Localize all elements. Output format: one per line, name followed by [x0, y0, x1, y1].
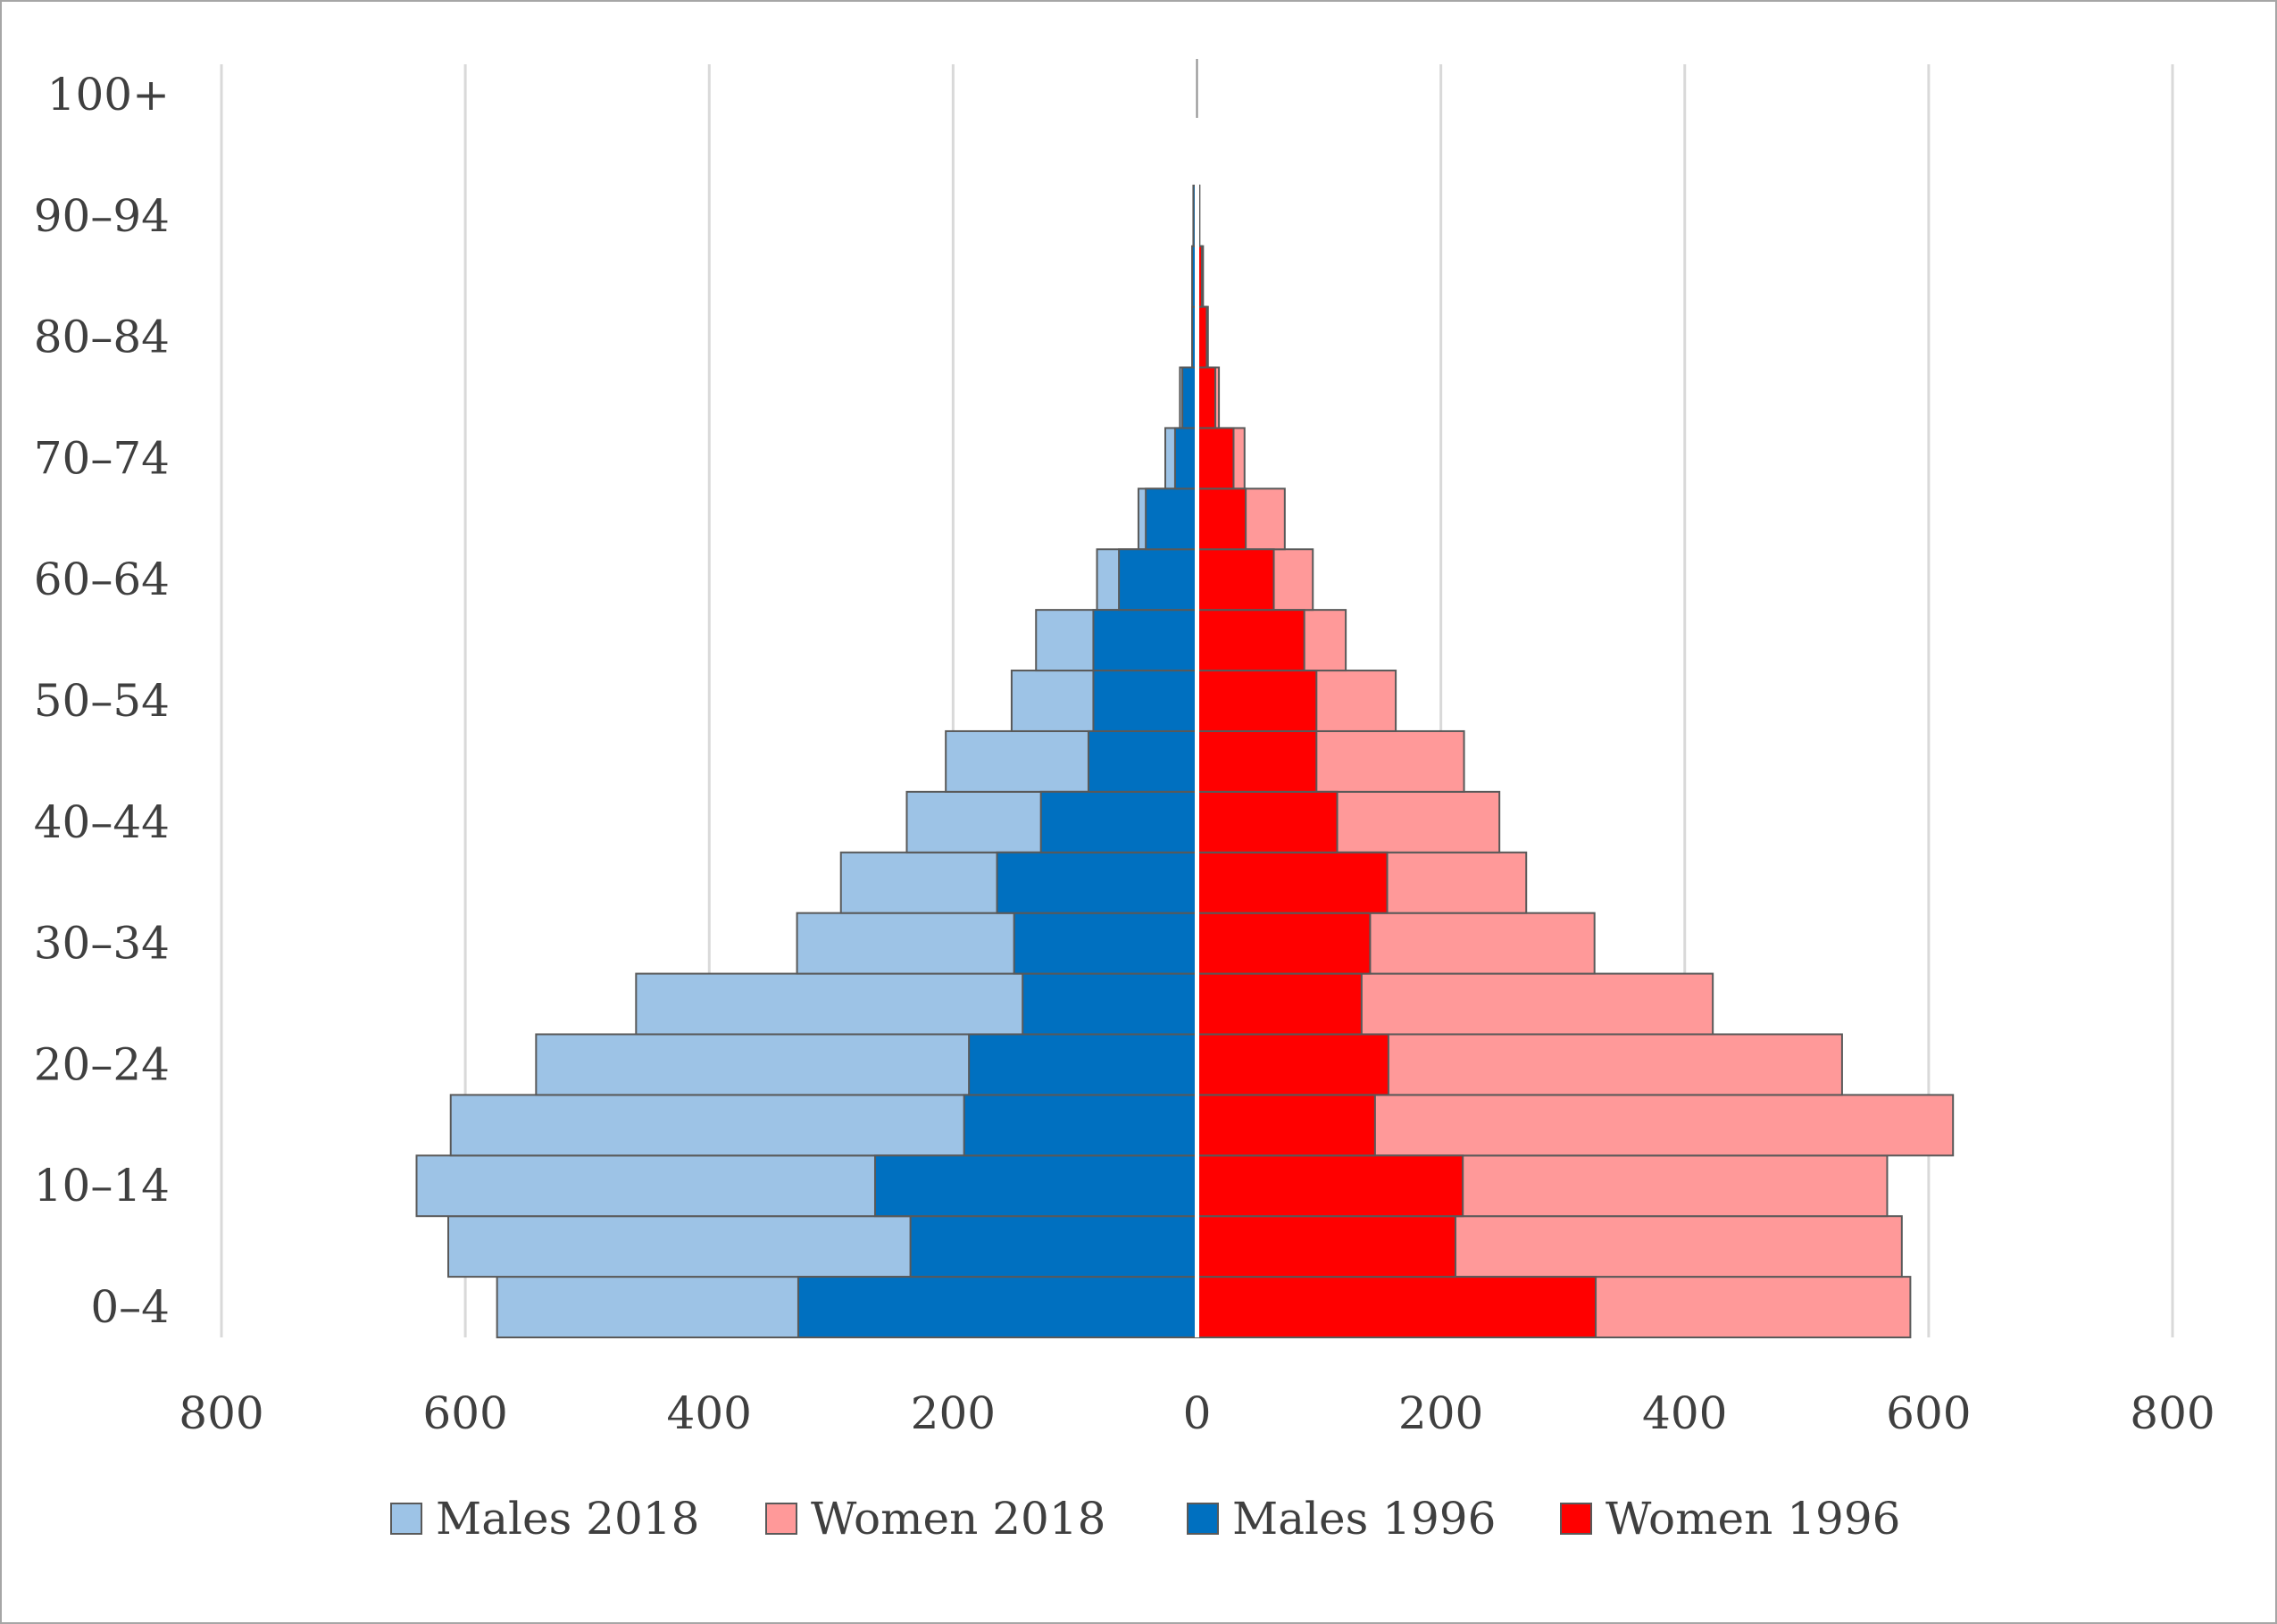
- legend-item-males-1996: Males 1996: [1187, 1493, 1496, 1545]
- bar-males-1996-5-9: [909, 1215, 1198, 1278]
- bar-males-1996-40-44: [1039, 790, 1198, 854]
- bar-males-1996-50-54: [1092, 670, 1198, 732]
- y-axis-tick-labels: 0–4 10–14 20–24 30–34 40–44 50–54 60–64 70–74 80…: [34, 69, 170, 1333]
- legend-label-women-1996: Women 1996: [1606, 1493, 1900, 1545]
- bar-women-1996-40-44: [1196, 790, 1339, 854]
- bar-males-1996-55-59: [1092, 609, 1198, 672]
- bar-women-1996-65-69: [1196, 487, 1247, 551]
- bar-males-1996-45-49: [1087, 729, 1198, 793]
- bar-women-1996-75-79: [1196, 366, 1216, 429]
- x-tick-label-6: 400: [1642, 1387, 1727, 1439]
- y-tick-label-70-74: 70–74: [34, 432, 170, 484]
- bar-males-1996-0-4: [797, 1276, 1198, 1338]
- y-tick-label-10-14: 10–14: [34, 1160, 170, 1212]
- y-tick-label-60-64: 60–64: [34, 554, 170, 605]
- bar-women-1996-10-14: [1196, 1154, 1464, 1218]
- legend-swatch-males-1996: [1187, 1503, 1219, 1535]
- legend-item-women-2018: Women 2018: [765, 1493, 1105, 1545]
- bar-women-1996-25-29: [1196, 972, 1363, 1036]
- legend: Males 2018 Women 2018 Males 1996 Women 1996: [390, 1493, 1900, 1545]
- x-axis-tick-labels: 800 600 400 200 0 200 400 600 800: [179, 1387, 2214, 1439]
- bar-women-1996-0-4: [1196, 1276, 1597, 1338]
- bar-women-1996-20-24: [1196, 1033, 1389, 1096]
- bar-women-1996-30-34: [1196, 912, 1372, 975]
- bar-women-1996-45-49: [1196, 729, 1318, 793]
- legend-swatch-males-2018: [390, 1503, 422, 1535]
- x-tick-label-3: 200: [911, 1387, 996, 1439]
- bar-women-1996-50-54: [1196, 670, 1318, 732]
- y-tick-label-30-34: 30–34: [34, 918, 170, 970]
- bar-women-1996-35-39: [1196, 851, 1389, 914]
- x-tick-label-1: 600: [422, 1387, 507, 1439]
- bar-women-1996-5-9: [1196, 1215, 1457, 1278]
- bar-women-1996-55-59: [1196, 609, 1305, 672]
- y-tick-label-40-44: 40–44: [34, 796, 170, 848]
- x-tick-label-7: 600: [1886, 1387, 1971, 1439]
- y-tick-label-0-4: 0–4: [90, 1281, 170, 1333]
- legend-swatch-women-1996: [1560, 1503, 1592, 1535]
- legend-label-males-2018: Males 2018: [436, 1493, 699, 1545]
- bar-males-1996-15-19: [963, 1094, 1198, 1157]
- bar-males-1996-70-74: [1173, 427, 1198, 490]
- bar-women-1996-70-74: [1196, 427, 1235, 490]
- series-women-1996: [1196, 184, 1597, 1338]
- bar-women-1996-60-64: [1196, 548, 1275, 612]
- y-tick-label-90-94: 90–94: [34, 190, 170, 242]
- x-tick-label-5: 200: [1398, 1387, 1483, 1439]
- x-tick-label-8: 800: [2130, 1387, 2214, 1439]
- legend-label-women-2018: Women 2018: [811, 1493, 1105, 1545]
- x-tick-label-0: 800: [179, 1387, 263, 1439]
- bar-women-1996-15-19: [1196, 1094, 1376, 1157]
- legend-label-males-1996: Males 1996: [1232, 1493, 1496, 1545]
- bar-males-1996-60-64: [1118, 548, 1198, 612]
- y-tick-label-100: 100+: [47, 69, 170, 121]
- y-tick-label-80-84: 80–84: [34, 312, 170, 363]
- bar-males-1996-20-24: [968, 1033, 1198, 1096]
- bar-males-1996-35-39: [996, 851, 1198, 914]
- bar-males-1996-25-29: [1022, 972, 1198, 1036]
- bar-males-1996-10-14: [873, 1154, 1198, 1218]
- bar-males-1996-30-34: [1013, 912, 1198, 975]
- bar-males-1996-65-69: [1145, 487, 1198, 551]
- bars: [415, 123, 1955, 1338]
- legend-item-women-1996: Women 1996: [1560, 1493, 1900, 1545]
- x-tick-label-2: 400: [667, 1387, 752, 1439]
- y-tick-label-20-24: 20–24: [34, 1038, 170, 1090]
- legend-swatch-women-2018: [765, 1503, 797, 1535]
- x-tick-label-4: 0: [1183, 1387, 1212, 1439]
- y-tick-label-50-54: 50–54: [34, 675, 170, 727]
- series-males-1996: [797, 123, 1198, 1338]
- legend-item-males-2018: Males 2018: [390, 1493, 699, 1545]
